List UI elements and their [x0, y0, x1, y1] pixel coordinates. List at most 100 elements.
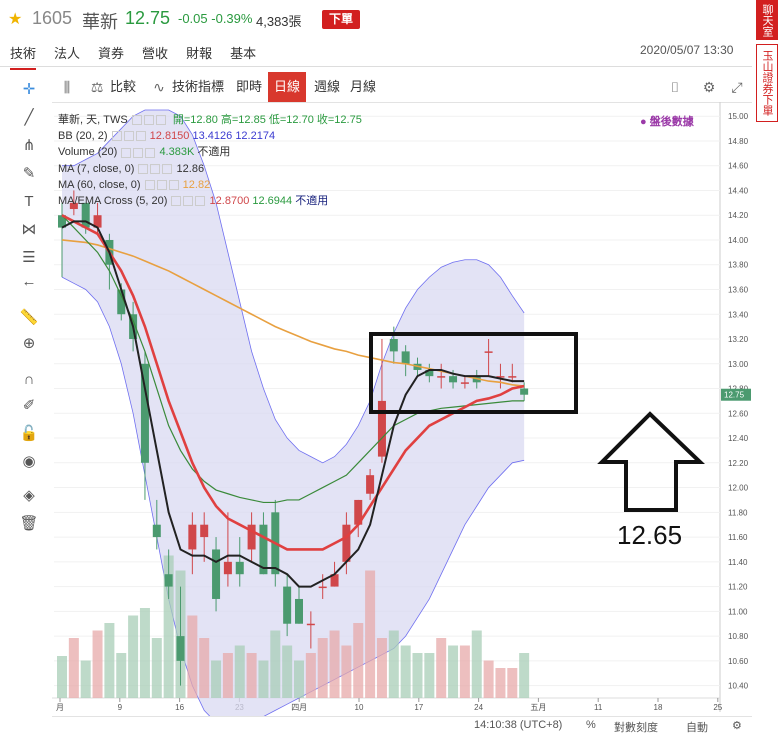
divider: [0, 66, 752, 67]
compare-icon[interactable]: ⚖: [90, 79, 104, 95]
x-tick-label: 11: [594, 703, 603, 712]
volume-bar: [448, 645, 459, 698]
y-tick-label: 10.80: [728, 632, 749, 641]
candle-body: [117, 289, 126, 315]
period-daily[interactable]: 日線: [268, 72, 307, 102]
volume-bar: [151, 638, 162, 698]
fib-icon[interactable]: ☰: [22, 249, 36, 266]
volume-bar: [471, 630, 482, 698]
main-tabs: 技術 法人 資券 營收 財報 基本: [10, 43, 274, 70]
volume-bar: [139, 608, 150, 698]
magnet-icon[interactable]: ∩: [23, 371, 35, 388]
lock-pen-icon[interactable]: ✐: [22, 397, 36, 414]
last-price-tag: [721, 388, 751, 401]
price-chart[interactable]: 15.00 14.80 14.60 14.40 14.20 14.00 13.80 13.60…: [52, 102, 752, 716]
stock-name: 華新: [82, 12, 118, 32]
candle-body: [330, 574, 339, 587]
volume-bar: [68, 638, 79, 698]
chart-legend: 華新, 天, TWS 開=12.80 高=12.85 低=12.70 收=12.…: [58, 114, 362, 208]
y-tick-label: 10.40: [728, 682, 749, 691]
candle-body: [283, 586, 292, 624]
trendline-icon[interactable]: ╱: [24, 109, 34, 126]
indicator-icon[interactable]: ∿: [153, 79, 165, 95]
settings-gear-icon[interactable]: ⚙: [732, 720, 742, 732]
zoom-in-icon[interactable]: ⊕: [22, 335, 36, 352]
fullscreen-icon[interactable]: ⤢: [731, 79, 743, 95]
candle-body: [295, 598, 303, 624]
auto-scale-toggle[interactable]: 自動: [686, 722, 708, 734]
arrow-left-icon[interactable]: ←: [21, 273, 37, 290]
ma-green-line: [61, 214, 525, 504]
volume-bar: [187, 615, 198, 698]
x-tick-label: 24: [474, 703, 483, 712]
volume-bar: [258, 660, 269, 698]
candle-body: [306, 623, 315, 626]
crosshair-icon[interactable]: ✛: [22, 81, 36, 98]
candle-body: [223, 561, 232, 575]
period-weekly[interactable]: 週線: [314, 79, 341, 94]
y-tick-label: 11.00: [728, 607, 748, 616]
tab-institutional[interactable]: 法人: [54, 46, 81, 61]
candle-body: [318, 586, 327, 589]
y-tick-label: 14.60: [728, 162, 749, 171]
candle-body: [235, 561, 244, 575]
tab-financials[interactable]: 財報: [186, 46, 213, 61]
text-icon[interactable]: T: [24, 193, 34, 210]
candle-body: [259, 524, 268, 575]
candle-body: [377, 400, 386, 457]
x-tick-label: 五月: [530, 703, 546, 712]
volume-bar: [163, 555, 174, 698]
candle-body: [520, 388, 529, 395]
volume-bar: [507, 668, 518, 698]
eye-icon[interactable]: ◉: [22, 453, 36, 470]
gear-icon[interactable]: ⚙: [702, 79, 716, 95]
tab-revenue[interactable]: 營收: [142, 46, 169, 61]
annotation-value: 12.65: [617, 520, 683, 550]
tab-margin[interactable]: 資券: [98, 46, 125, 61]
candle-body: [188, 524, 197, 550]
order-button[interactable]: 下單: [322, 10, 360, 29]
candle-body: [69, 202, 78, 210]
y-tick-label: 14.00: [728, 236, 749, 245]
fork-icon[interactable]: ⋔: [22, 137, 36, 154]
volume-bar: [412, 653, 423, 698]
pattern-icon[interactable]: ⋈: [21, 221, 37, 238]
candle-type-icon[interactable]: ⫼: [63, 79, 71, 95]
volume-bar: [317, 638, 328, 698]
clock-text: 14:10:38 (UTC+8): [474, 719, 563, 731]
status-bar: 14:10:38 (UTC+8) % 對數刻度 自動 ⚙: [52, 716, 752, 735]
ma-red-line: [61, 214, 525, 551]
ma7-line: [61, 220, 525, 588]
volume-bar: [80, 660, 91, 698]
volume-label: Volume (20): [58, 146, 118, 159]
x-tick-label: 9: [118, 703, 123, 712]
tab-technical[interactable]: 技術: [10, 43, 37, 70]
star-icon[interactable]: ★: [8, 11, 23, 28]
percent-toggle[interactable]: %: [586, 719, 596, 731]
candle-body: [460, 382, 469, 384]
unlock-icon[interactable]: 🔓: [19, 425, 39, 442]
period-realtime[interactable]: 即時: [236, 79, 263, 94]
brush-icon[interactable]: ✎: [22, 165, 36, 182]
period-monthly[interactable]: 月線: [350, 79, 377, 94]
up-arrow: [597, 411, 705, 512]
compare-button[interactable]: 比較: [110, 79, 137, 94]
volume-bar: [199, 638, 210, 698]
volume-bar: [246, 653, 257, 698]
volume-bar: [222, 653, 233, 698]
y-tick-label: 15.00: [728, 112, 749, 121]
volume-bar: [353, 623, 364, 698]
y-tick-label: 12.60: [728, 409, 749, 418]
ruler-icon[interactable]: 📏: [19, 309, 39, 326]
tab-basic[interactable]: 基本: [230, 46, 257, 61]
y-tick-label: 14.40: [728, 186, 749, 195]
chat-room-button[interactable]: 聊天室: [756, 0, 778, 40]
trash-icon[interactable]: 🗑: [19, 515, 39, 532]
layers-icon[interactable]: ◈: [23, 487, 35, 504]
volume-bar: [483, 660, 494, 698]
indicators-button[interactable]: 技術指標: [172, 79, 225, 94]
x-tick-label: 月: [56, 703, 64, 712]
log-scale-toggle[interactable]: 對數刻度: [614, 722, 658, 734]
broker-order-button[interactable]: 玉山證券下單: [756, 44, 778, 122]
camera-icon[interactable]: ⌷: [670, 79, 680, 95]
